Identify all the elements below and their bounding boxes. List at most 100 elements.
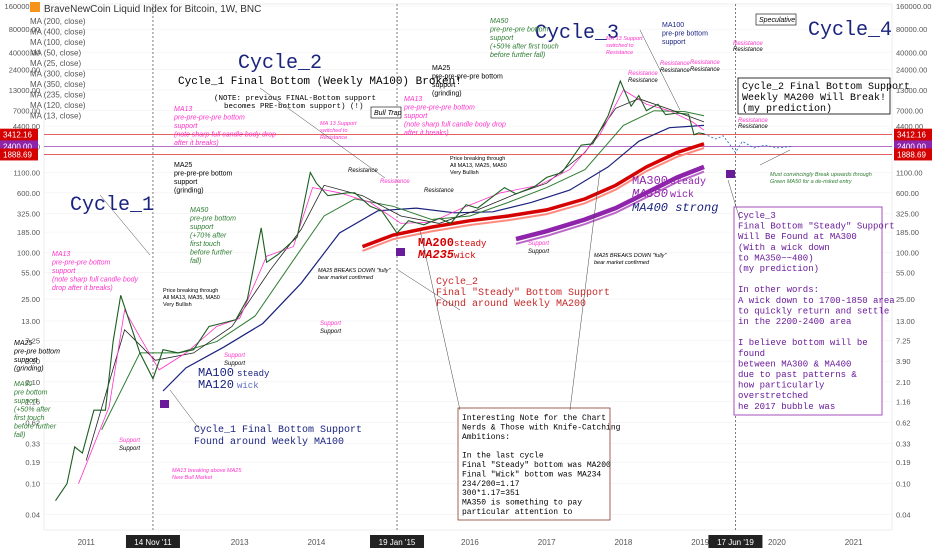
ma13-pre-c3-4: after it breaks): [404, 130, 449, 137]
leader-line-7: [169, 389, 201, 431]
y-tick-left-4: 13000.00: [9, 86, 40, 95]
ma50-pre-c1-6: fall): [14, 432, 25, 439]
svg-text:steady: steady: [454, 239, 487, 249]
svg-text:wick: wick: [670, 189, 694, 201]
ma13-switch-c3-2: Resistance: [606, 50, 633, 56]
y-tick-left-6: 4400.00: [13, 122, 40, 131]
x-tick-7: 2018: [615, 538, 633, 547]
ma235-line: [362, 147, 705, 252]
ma50-pre-c3-4: before further fall): [490, 52, 545, 59]
green-break-line1: Must convincingly Break upwards through: [770, 172, 872, 178]
svg-text:MA120: MA120: [198, 378, 234, 392]
ma-legend-item-2: MA (100, close): [30, 38, 86, 47]
y-tick-right-23: 0.10: [896, 480, 911, 489]
c3-box-line-4: to MA350~~400): [738, 253, 814, 263]
c3-box-line-9: to quickly return and settle: [738, 306, 889, 316]
leader-line-2: [397, 269, 461, 311]
speculative-label: Speculative: [759, 17, 795, 24]
note-prev-line2: becomes PRE-bottom support) (!): [224, 103, 364, 111]
c2-prediction-line1: Cycle_2 Final Bottom Support: [742, 81, 910, 93]
y-tick-right-15: 13.00: [896, 317, 915, 326]
ma50-pre-c1-3: (+50% after: [14, 407, 51, 414]
ma13-pre-c2-1: pre-pre-pre-pre bottom: [173, 115, 245, 122]
ma50-pre-c3-0: MA50: [490, 18, 508, 25]
note-box-line-7: 234/200=1.17: [462, 480, 520, 489]
chart-title: BraveNewCoin Liquid Index for Bitcoin, 1…: [44, 4, 261, 15]
leader-line-0: [99, 194, 151, 256]
resistance-tag-10: Resistance: [733, 47, 763, 53]
y-tick-left-14: 25.00: [21, 295, 40, 304]
flags: [160, 170, 735, 408]
c2-bottom-line1: Cycle_2: [436, 276, 478, 288]
y-tick-right-8: 1100.00: [896, 169, 923, 178]
ma200-line: [361, 142, 705, 249]
y-tick-right-16: 7.25: [896, 336, 911, 345]
resistance-tag-6: Resistance: [660, 68, 690, 74]
svg-text:steady: steady: [237, 369, 270, 379]
ma13-pre-c3-3: (note sharp full candle body drop: [404, 122, 506, 129]
x-tick-badge-1: [125, 535, 180, 548]
ma13-pre-c1-2: support: [52, 268, 76, 275]
ma50-pre-c3-1: pre-pre-pre bottom: [489, 27, 549, 34]
c3-box-line-2: Will Be Found at MA300: [738, 232, 857, 242]
cycle3-label: Cycle_3: [535, 22, 619, 45]
ma13-pre-c1-4: drop after it breaks): [52, 285, 113, 292]
ma100-pre-c3-0: MA100: [662, 22, 684, 29]
ma13-pre-c3-1: pre-pre-pre-pre bottom: [403, 105, 475, 112]
bull-trap-label: Bull Trap: [374, 110, 402, 117]
ma13-pre-c2-0: MA13: [174, 106, 192, 113]
resistance-tag-0: Resistance: [348, 168, 378, 174]
note-box-line-1: Nerds & Those with Knife-Catching: [462, 423, 621, 432]
ma13-switch-c2-0: MA 13 Support: [320, 121, 357, 127]
ma25-pre-c3-0: MA25: [432, 65, 450, 72]
support-tag-1: Support: [320, 329, 341, 335]
ma25-pre-c2-1: pre-pre-pre bottom: [174, 171, 233, 178]
y-tick-left-2: 40000.00: [9, 48, 40, 57]
ma25-pre-c3-2: support: [432, 82, 455, 89]
cycle4-label: Cycle_4: [808, 19, 892, 42]
series-layer: [55, 79, 793, 502]
price-line: [55, 79, 705, 502]
c3-box-line-0: Cycle_3: [738, 211, 776, 221]
y-tick-left-1: 80000.00: [9, 25, 40, 34]
svg-text:MA100: MA100: [198, 366, 234, 380]
y-tick-right-2: 40000.00: [896, 48, 927, 57]
note-box-line-0: Interesting Note for the Chart: [462, 414, 606, 423]
note-box-line-5: Final "Steady" bottom was MA200: [462, 461, 611, 470]
ma25-pre-c3-1: pre-pre-pre-pre bottom: [432, 74, 503, 81]
price-badge-left-0: [0, 128, 38, 141]
x-tick-2: 2013: [231, 538, 249, 547]
y-tick-left-18: 2.10: [25, 378, 40, 387]
price-badge-right-0: [894, 128, 932, 141]
y-tick-right-3: 24000.00: [896, 65, 927, 74]
ma50-pre-c1-0: MA50: [14, 381, 32, 388]
prediction-line: [703, 133, 793, 154]
ma-legend-item-9: MA (13, close): [30, 112, 81, 121]
c3-box-line-14: between MA300 & MA400: [738, 359, 851, 369]
c3-box-line-1: Final Bottom "Steady" Support: [738, 222, 895, 232]
ma13-pre-c3-0: MA13: [404, 96, 422, 103]
price-break-c1-2: Very Bullish: [163, 302, 192, 308]
y-tick-right-6: 4400.00: [896, 122, 923, 131]
ma-legend: MA (200, close) MA (400, close)MA (100, c…: [30, 17, 86, 121]
y-tick-left-22: 0.19: [25, 458, 40, 467]
price-badge-right-text-0: 3412.16: [897, 131, 926, 140]
price-badge-right-text-1: 2400.00: [897, 142, 926, 151]
ma13-pre-c3-2: support: [404, 113, 428, 120]
y-tick-left-0: 160000.00: [5, 2, 40, 11]
svg-text:steady: steady: [670, 176, 706, 188]
ma50-pre-c2-2: support: [190, 224, 214, 231]
note-box-line-8: 300*1.17=351: [462, 489, 520, 498]
ma100-label: MA100 steady MA120 wick: [198, 366, 270, 392]
x-tick-11: 2021: [845, 538, 863, 547]
ma-legend-item-5: MA (300, close): [30, 70, 86, 79]
note-box-line-2: Ambitions:: [462, 433, 510, 442]
ma50-pre-c1-1: pre bottom: [13, 390, 48, 397]
y-tick-left-3: 24000.00: [9, 65, 40, 74]
y-tick-left-15: 13.00: [21, 317, 40, 326]
c1-bottom-line2: Found around Weekly MA100: [194, 436, 344, 448]
ma50-pre-c1-5: before further: [14, 424, 57, 431]
